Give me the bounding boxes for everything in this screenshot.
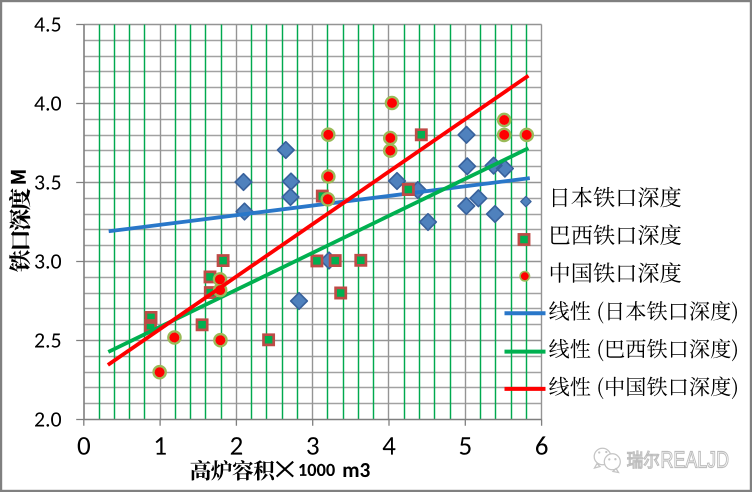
svg-text:REALJD: REALJD (661, 446, 730, 472)
